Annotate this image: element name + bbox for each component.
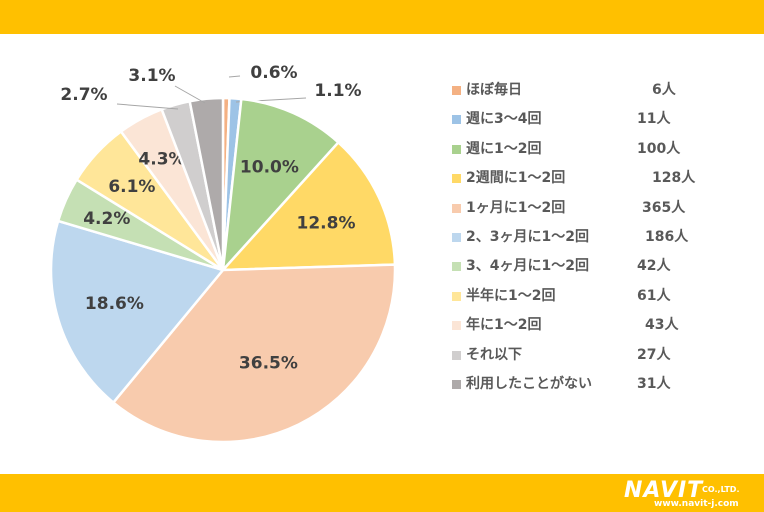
legend-swatch	[452, 232, 461, 242]
slice-label-7: 6.1%	[108, 177, 155, 197]
slice-label-10: 3.1%	[128, 66, 175, 86]
legend-count: 61人	[637, 287, 671, 304]
top-banner	[0, 0, 764, 34]
slice-label-6: 4.2%	[83, 209, 130, 229]
logo-url: www.navit-j.com	[654, 499, 739, 509]
legend-swatch	[452, 291, 461, 301]
legend-label: 年に1～2回	[466, 317, 542, 334]
pie-slice-5	[49, 219, 226, 405]
slice-label-1: 1.1%	[314, 81, 361, 101]
legend-item: 2、3ヶ月に1～2回 186人	[452, 223, 752, 252]
legend: ほぼ毎日 6人週に3～4回 11人週に1～2回 100人 2週間に1～2回 128人 1ヶ月…	[452, 76, 752, 399]
logo-suffix: CO.,LTD.	[702, 485, 740, 494]
legend-swatch	[452, 174, 461, 184]
legend-count: 43人	[645, 317, 679, 334]
legend-item: 利用したことがない 31人	[452, 370, 752, 399]
leader-line-0	[228, 75, 241, 78]
pie-slice-10	[188, 96, 225, 271]
leader-line-9	[116, 103, 179, 110]
legend-label: それ以下	[466, 346, 522, 363]
legend-swatch	[452, 203, 461, 213]
legend-count: 128人	[652, 170, 696, 187]
legend-count: 186人	[645, 228, 689, 245]
legend-count: 31人	[637, 375, 671, 392]
legend-swatch	[452, 321, 461, 331]
pie-slice-2	[221, 97, 341, 274]
legend-count: 100人	[637, 140, 681, 157]
legend-label: ほぼ毎日	[466, 82, 522, 98]
legend-item: 年に1～2回 43人	[452, 311, 752, 340]
legend-item: 2週間に1～2回 128人	[452, 164, 752, 193]
legend-item: 週に3～4回 11人	[452, 105, 752, 134]
legend-swatch	[452, 86, 461, 95]
legend-label: 2週間に1～2回	[466, 170, 566, 187]
pie-slice-3	[220, 140, 397, 272]
slice-label-4: 36.5%	[239, 354, 298, 374]
legend-swatch	[452, 262, 461, 272]
slice-label-8: 4.3%	[138, 149, 185, 169]
legend-swatch	[452, 144, 461, 154]
legend-item: 3、4ヶ月に1～2回 42人	[452, 252, 752, 281]
legend-label: 週に1～2回	[466, 140, 542, 157]
legend-item: それ以下 27人	[452, 341, 752, 370]
bottom-banner	[0, 474, 764, 512]
legend-item: 半年に1～2回 61人	[452, 282, 752, 311]
legend-count: 365人	[642, 199, 686, 216]
navit-logo: NAVIT CO.,LTD. www.navit-j.com	[624, 478, 754, 510]
legend-count: 6人	[652, 82, 676, 98]
slice-label-9: 2.7%	[60, 85, 107, 105]
legend-count: 42人	[637, 258, 671, 275]
legend-item: 1ヶ月に1～2回 365人	[452, 194, 752, 223]
legend-label: 3、4ヶ月に1～2回	[466, 258, 589, 275]
legend-swatch	[452, 379, 461, 389]
slice-label-2: 10.0%	[240, 157, 299, 177]
slice-label-0: 0.6%	[250, 63, 297, 83]
legend-label: 利用したことがない	[466, 375, 592, 392]
slice-label-5: 18.6%	[85, 294, 144, 314]
legend-item: 週に1～2回 100人	[452, 135, 752, 164]
slice-label-3: 12.8%	[297, 213, 356, 233]
legend-label: 1ヶ月に1～2回	[466, 199, 566, 216]
legend-label: 2、3ヶ月に1～2回	[466, 228, 589, 245]
legend-swatch	[452, 350, 461, 360]
legend-label: 半年に1～2回	[466, 287, 556, 304]
pie-chart: 0.6% 1.1% 10.0% 12.8% 36.5% 18.6% 4.2% 6.1% 4.3%…	[49, 63, 397, 444]
legend-count: 11人	[637, 111, 671, 128]
legend-label: 週に3～4回	[466, 111, 542, 128]
legend-swatch	[452, 115, 461, 125]
legend-count: 27人	[637, 346, 671, 363]
legend-item: ほぼ毎日 6人	[452, 76, 752, 105]
leader-line-10	[174, 85, 206, 104]
logo-name: NAVIT	[624, 478, 704, 503]
pie-slice-4	[111, 263, 397, 444]
